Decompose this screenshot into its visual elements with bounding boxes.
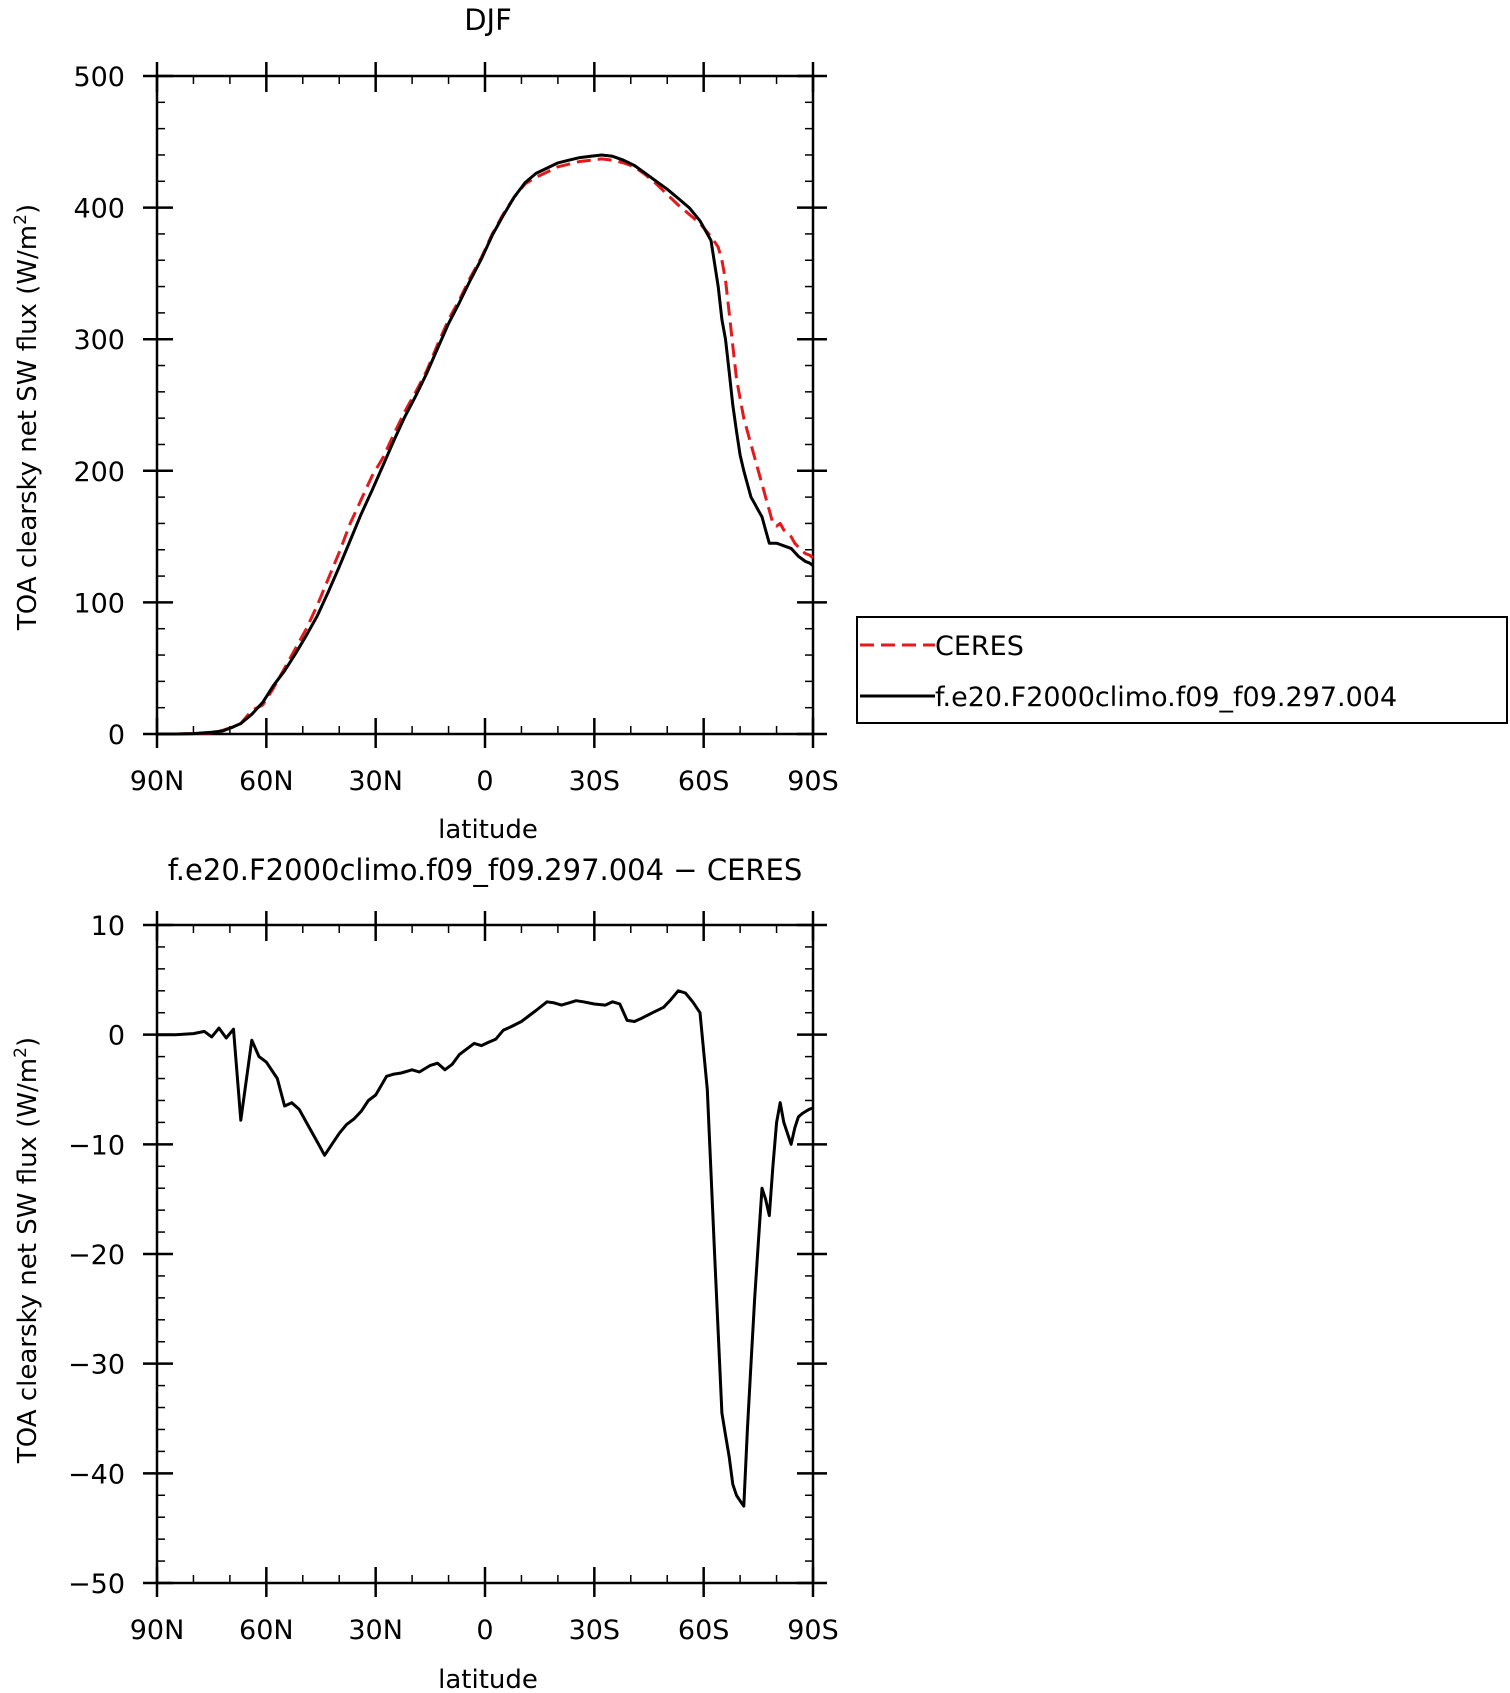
top-chart-axes: 0 100 200 300 400 500 90N 60N 30N 0 30S 60S 90S <box>73 62 839 797</box>
x-tick-label: 0 <box>476 1615 493 1646</box>
x-tick-label: 30N <box>348 766 403 797</box>
x-tick-label: 30S <box>569 766 621 797</box>
legend-label-ceres: CERES <box>935 631 1024 662</box>
y-tick-label: 400 <box>73 194 125 225</box>
bottom-chart-series <box>157 989 814 1508</box>
top-chart-ylabel: TOA clearsky net SW flux (W/m2) <box>11 204 43 631</box>
x-tick-label: 30N <box>348 1615 403 1646</box>
x-tick-label: 90N <box>130 1615 185 1646</box>
bottom-chart: f.e20.F2000climo.f09_f09.297.004 − CERES… <box>11 853 839 1693</box>
x-tick-label: 90S <box>787 766 839 797</box>
y-tick-label: −40 <box>68 1459 125 1490</box>
x-tick-label: 90N <box>130 766 185 797</box>
y-tick-label: 300 <box>73 325 125 356</box>
x-tick-label: 60N <box>239 766 294 797</box>
y-tick-label: −20 <box>68 1240 125 1271</box>
bottom-chart-xlabel: latitude <box>438 1665 538 1693</box>
legend-label-model: f.e20.F2000climo.f09_f09.297.004 <box>935 682 1397 713</box>
y-tick-label: 0 <box>108 1021 125 1052</box>
y-tick-label: 500 <box>73 62 125 93</box>
y-tick-label: 0 <box>108 720 125 751</box>
series-line-model <box>157 153 814 736</box>
top-chart-series <box>157 153 814 736</box>
legend-box <box>856 616 1508 724</box>
x-tick-label: 90S <box>787 1615 839 1646</box>
y-tick-label: −30 <box>68 1350 125 1381</box>
series-line-difference <box>157 989 814 1508</box>
legend: CERES f.e20.F2000climo.f09_f09.297.004 <box>856 616 1508 724</box>
x-tick-label: 60N <box>239 1615 294 1646</box>
bottom-chart-axes: −50 −40 −30 −20 −10 0 10 90N 60N 30N 0 30S 60S 90S <box>68 911 839 1646</box>
y-tick-label: 10 <box>91 911 125 942</box>
x-tick-label: 60S <box>678 766 730 797</box>
y-tick-label: 200 <box>73 457 125 488</box>
bottom-chart-title: f.e20.F2000climo.f09_f09.297.004 − CERES <box>168 853 803 887</box>
bottom-chart-ylabel: TOA clearsky net SW flux (W/m2) <box>11 1037 43 1464</box>
x-tick-label: 60S <box>678 1615 730 1646</box>
y-tick-label: −10 <box>68 1130 125 1161</box>
top-chart-title: DJF <box>464 3 512 37</box>
y-tick-label: −50 <box>68 1569 125 1600</box>
x-tick-label: 0 <box>476 766 493 797</box>
series-line-ceres <box>157 157 814 736</box>
top-chart-xlabel: latitude <box>438 815 538 845</box>
x-tick-label: 30S <box>569 1615 621 1646</box>
plot-frame <box>155 74 815 736</box>
y-tick-label: 100 <box>73 588 125 619</box>
